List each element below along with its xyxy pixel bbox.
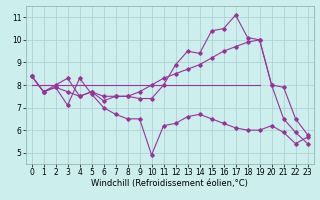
X-axis label: Windchill (Refroidissement éolien,°C): Windchill (Refroidissement éolien,°C) bbox=[91, 179, 248, 188]
